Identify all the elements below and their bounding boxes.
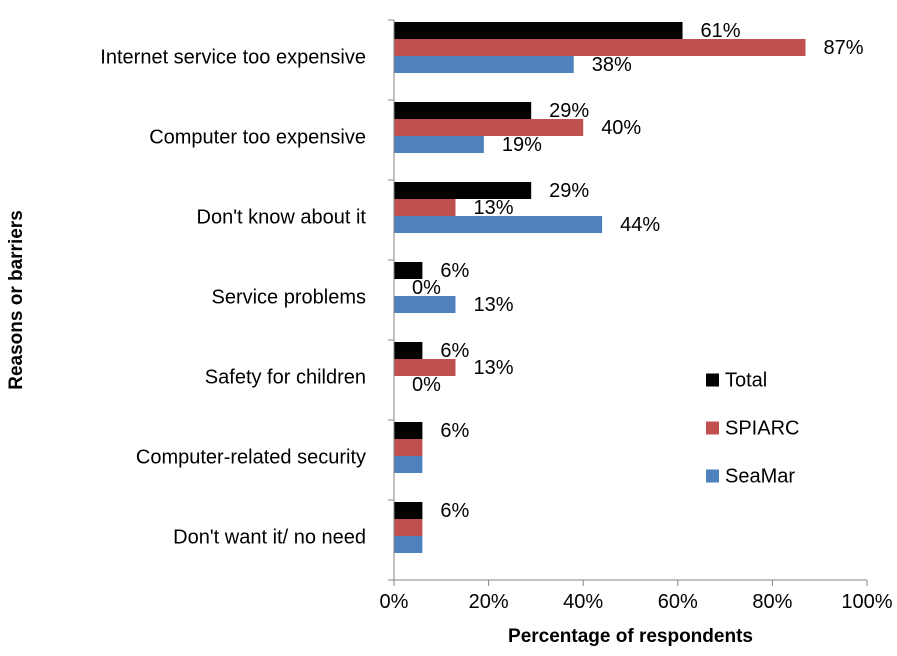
axes-group: 0% 20% 40% 60% 80% 100% bbox=[380, 19, 893, 613]
data-label-seamar-safety-for-children: 0% bbox=[412, 374, 441, 396]
y-axis-title: Reasons or barriers bbox=[6, 210, 27, 390]
x-tick-label-4: 80% bbox=[752, 591, 792, 613]
x-tick-label-3: 60% bbox=[658, 591, 698, 613]
legend-label-spiarc: SPIARC bbox=[725, 417, 799, 439]
bar-total-internet-service-too-expensive bbox=[394, 22, 683, 39]
data-label-total-internet-service-too-expensive: 61% bbox=[701, 20, 741, 42]
bar-spiarc-internet-service-too-expensive bbox=[394, 39, 806, 56]
legend-swatch-seamar bbox=[706, 469, 719, 483]
data-label-spiarc-don-t-know-about-it: 13% bbox=[473, 197, 513, 219]
x-axis-title: Percentage of respondents bbox=[508, 626, 753, 647]
bar-total-computer-related-security bbox=[394, 422, 423, 439]
data-label-total-safety-for-children: 6% bbox=[440, 340, 469, 362]
x-tick-label-1: 20% bbox=[469, 591, 509, 613]
bar-seamar-don-t-want-it-no-need bbox=[394, 536, 423, 553]
x-tick-label-2: 40% bbox=[563, 591, 603, 613]
legend-swatch-spiarc bbox=[706, 421, 719, 435]
category-label-service-problems: Service problems bbox=[211, 286, 366, 308]
data-label-seamar-don-t-know-about-it: 44% bbox=[620, 214, 660, 236]
data-label-spiarc-safety-for-children: 13% bbox=[473, 357, 513, 379]
bar-total-don-t-know-about-it bbox=[394, 182, 532, 199]
bar-seamar-internet-service-too-expensive bbox=[394, 56, 574, 73]
category-label-computer-too-expensive: Computer too expensive bbox=[149, 126, 366, 148]
data-label-seamar-service-problems: 13% bbox=[473, 294, 513, 316]
x-tick-label-5: 100% bbox=[841, 591, 892, 613]
data-label-spiarc-internet-service-too-expensive: 87% bbox=[824, 37, 864, 59]
legend-label-seamar: SeaMar bbox=[725, 465, 795, 487]
legend-swatch-total bbox=[706, 373, 719, 387]
bar-seamar-computer-related-security bbox=[394, 456, 423, 473]
category-label-don-t-know-about-it: Don't know about it bbox=[197, 206, 367, 228]
data-label-total-service-problems: 6% bbox=[440, 260, 469, 282]
bar-total-service-problems bbox=[394, 262, 423, 279]
legend: Total SPIARC SeaMar bbox=[706, 369, 799, 487]
bar-total-computer-too-expensive bbox=[394, 102, 532, 119]
bar-seamar-service-problems bbox=[394, 296, 456, 313]
bar-spiarc-computer-too-expensive bbox=[394, 119, 584, 136]
data-label-total-computer-related-security: 6% bbox=[440, 420, 469, 442]
bar-seamar-don-t-know-about-it bbox=[394, 216, 603, 233]
data-label-seamar-internet-service-too-expensive: 38% bbox=[592, 54, 632, 76]
category-label-don-t-want-it-no-need: Don't want it/ no need bbox=[173, 526, 366, 548]
bar-spiarc-don-t-know-about-it bbox=[394, 199, 456, 216]
bars-group bbox=[394, 22, 806, 553]
bar-seamar-computer-too-expensive bbox=[394, 136, 484, 153]
bar-spiarc-don-t-want-it-no-need bbox=[394, 519, 423, 536]
category-label-computer-related-security: Computer-related security bbox=[136, 446, 366, 468]
data-labels-group: 61%87%38%29%40%19%29%13%44%6%0%13%6%13%0… bbox=[412, 20, 864, 522]
legend-label-total: Total bbox=[725, 369, 767, 391]
data-label-spiarc-computer-too-expensive: 40% bbox=[601, 117, 641, 139]
data-label-seamar-computer-too-expensive: 19% bbox=[502, 134, 542, 156]
data-label-spiarc-service-problems: 0% bbox=[412, 277, 441, 299]
bar-total-safety-for-children bbox=[394, 342, 423, 359]
category-label-internet-service-too-expensive: Internet service too expensive bbox=[100, 46, 366, 68]
data-label-total-don-t-know-about-it: 29% bbox=[549, 180, 589, 202]
category-label-safety-for-children: Safety for children bbox=[205, 366, 366, 388]
category-labels-group: Internet service too expensive Computer t… bbox=[100, 46, 366, 548]
bar-total-don-t-want-it-no-need bbox=[394, 502, 423, 519]
data-label-total-don-t-want-it-no-need: 6% bbox=[440, 500, 469, 522]
bar-spiarc-computer-related-security bbox=[394, 439, 423, 456]
data-label-total-computer-too-expensive: 29% bbox=[549, 100, 589, 122]
bar-spiarc-safety-for-children bbox=[394, 359, 456, 376]
x-tick-label-0: 0% bbox=[380, 591, 409, 613]
